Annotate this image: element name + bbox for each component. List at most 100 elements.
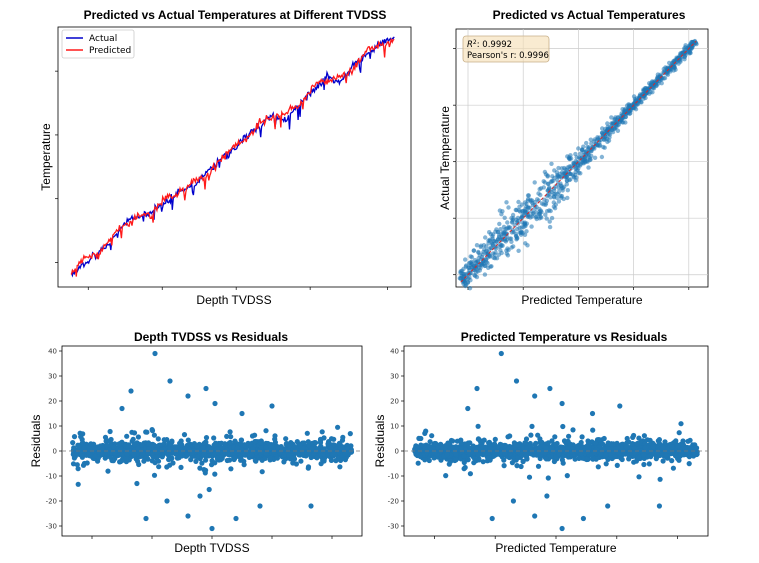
residual-point: [228, 434, 234, 440]
residual-point: [178, 449, 184, 455]
residual-point: [539, 439, 545, 445]
pva-point: [584, 140, 589, 146]
residual-outlier-point: [547, 385, 553, 392]
pva-point: [478, 243, 484, 248]
residual-point: [565, 445, 571, 451]
residual-point: [335, 424, 341, 430]
pva-point: [515, 215, 521, 221]
pva-point: [589, 141, 594, 146]
residual-point: [673, 438, 679, 444]
pva-point: [522, 232, 528, 237]
residual-point: [613, 446, 619, 452]
pva-point: [497, 242, 503, 247]
residual-point: [331, 442, 337, 448]
residual-point: [672, 453, 679, 459]
residual-point: [494, 450, 500, 457]
residual-point: [117, 447, 124, 453]
pva-point: [467, 286, 473, 291]
pva-point: [532, 180, 537, 185]
pva-chart-panel: Predicted vs Actual Temperatures R2: 0.9…: [438, 8, 709, 307]
pva-point: [551, 200, 556, 205]
residual-point: [156, 464, 162, 470]
pva-point: [466, 270, 471, 275]
pva-point: [506, 205, 511, 210]
pva-point: [649, 82, 654, 88]
residual-point: [448, 444, 455, 451]
residual-point: [650, 444, 657, 450]
residual-point: [283, 436, 289, 442]
residual-point: [590, 427, 596, 433]
residual-point: [211, 435, 217, 441]
residual-outlier-point: [269, 403, 275, 409]
residual-point: [654, 449, 660, 455]
residual-point: [614, 462, 620, 468]
pva-point: [514, 207, 519, 213]
residual-point: [666, 448, 672, 454]
residual-outlier-point: [532, 393, 538, 399]
residual-point: [669, 458, 675, 464]
residual-point: [107, 428, 113, 435]
pva-point: [545, 173, 550, 178]
residual-point: [228, 466, 234, 472]
residual-point: [688, 445, 694, 451]
residual-point: [465, 440, 471, 446]
residual-point: [291, 443, 297, 449]
residual-point: [458, 437, 464, 443]
residual-point: [539, 448, 546, 455]
residual-point: [523, 441, 529, 447]
residual-point: [105, 438, 111, 444]
residual-ytick-label: 40: [390, 348, 399, 356]
residual-point: [92, 446, 98, 452]
pva-point: [513, 233, 519, 239]
pva-point: [586, 150, 591, 155]
residual-point: [432, 450, 438, 456]
residual-point: [486, 455, 492, 461]
residual-point: [641, 461, 647, 468]
residual-outlier-point: [239, 410, 245, 417]
line-chart-title: Predicted vs Actual Temperatures at Diff…: [84, 8, 387, 22]
residual-point: [299, 451, 305, 457]
residual-point: [520, 458, 526, 464]
residual-point: [328, 457, 334, 463]
pva-point: [532, 199, 538, 205]
residual-outlier-point: [580, 515, 587, 522]
residual-point: [293, 461, 299, 467]
pva-point: [559, 175, 564, 180]
residual-point: [576, 455, 582, 461]
residual-point: [71, 434, 78, 440]
pva-point: [602, 145, 607, 150]
residual-point: [677, 453, 683, 459]
residual-point: [181, 432, 188, 438]
pva-point: [533, 210, 538, 215]
pva-point: [510, 219, 515, 224]
residual-outlier-point: [489, 515, 495, 522]
residual-point: [422, 457, 428, 463]
residual-point: [560, 423, 566, 430]
residual-point: [680, 438, 686, 444]
residual-point: [412, 446, 418, 452]
residual-point: [227, 429, 233, 435]
residual-point: [232, 438, 238, 444]
pva-point: [672, 65, 677, 70]
line-chart-ticks: [55, 70, 388, 290]
residual-ytick-label: -30: [46, 523, 57, 531]
residual-ytick-label: 0: [53, 448, 57, 456]
residual-point: [259, 449, 265, 455]
residual-point: [203, 435, 210, 441]
residual-point: [199, 460, 205, 466]
residual-point: [151, 472, 158, 478]
residual-point: [629, 441, 636, 447]
residual-point: [653, 456, 659, 462]
residual-ytick-label: -10: [388, 473, 399, 481]
pva-point: [478, 262, 484, 267]
pva-point: [565, 195, 570, 201]
residual-point: [636, 474, 642, 480]
legend-box: [61, 29, 135, 59]
residual-point: [224, 447, 230, 453]
pva-point: [615, 128, 621, 133]
pva-point: [522, 220, 528, 225]
residual-point: [552, 434, 558, 440]
residual-point: [88, 441, 94, 447]
residual-point: [289, 448, 296, 454]
